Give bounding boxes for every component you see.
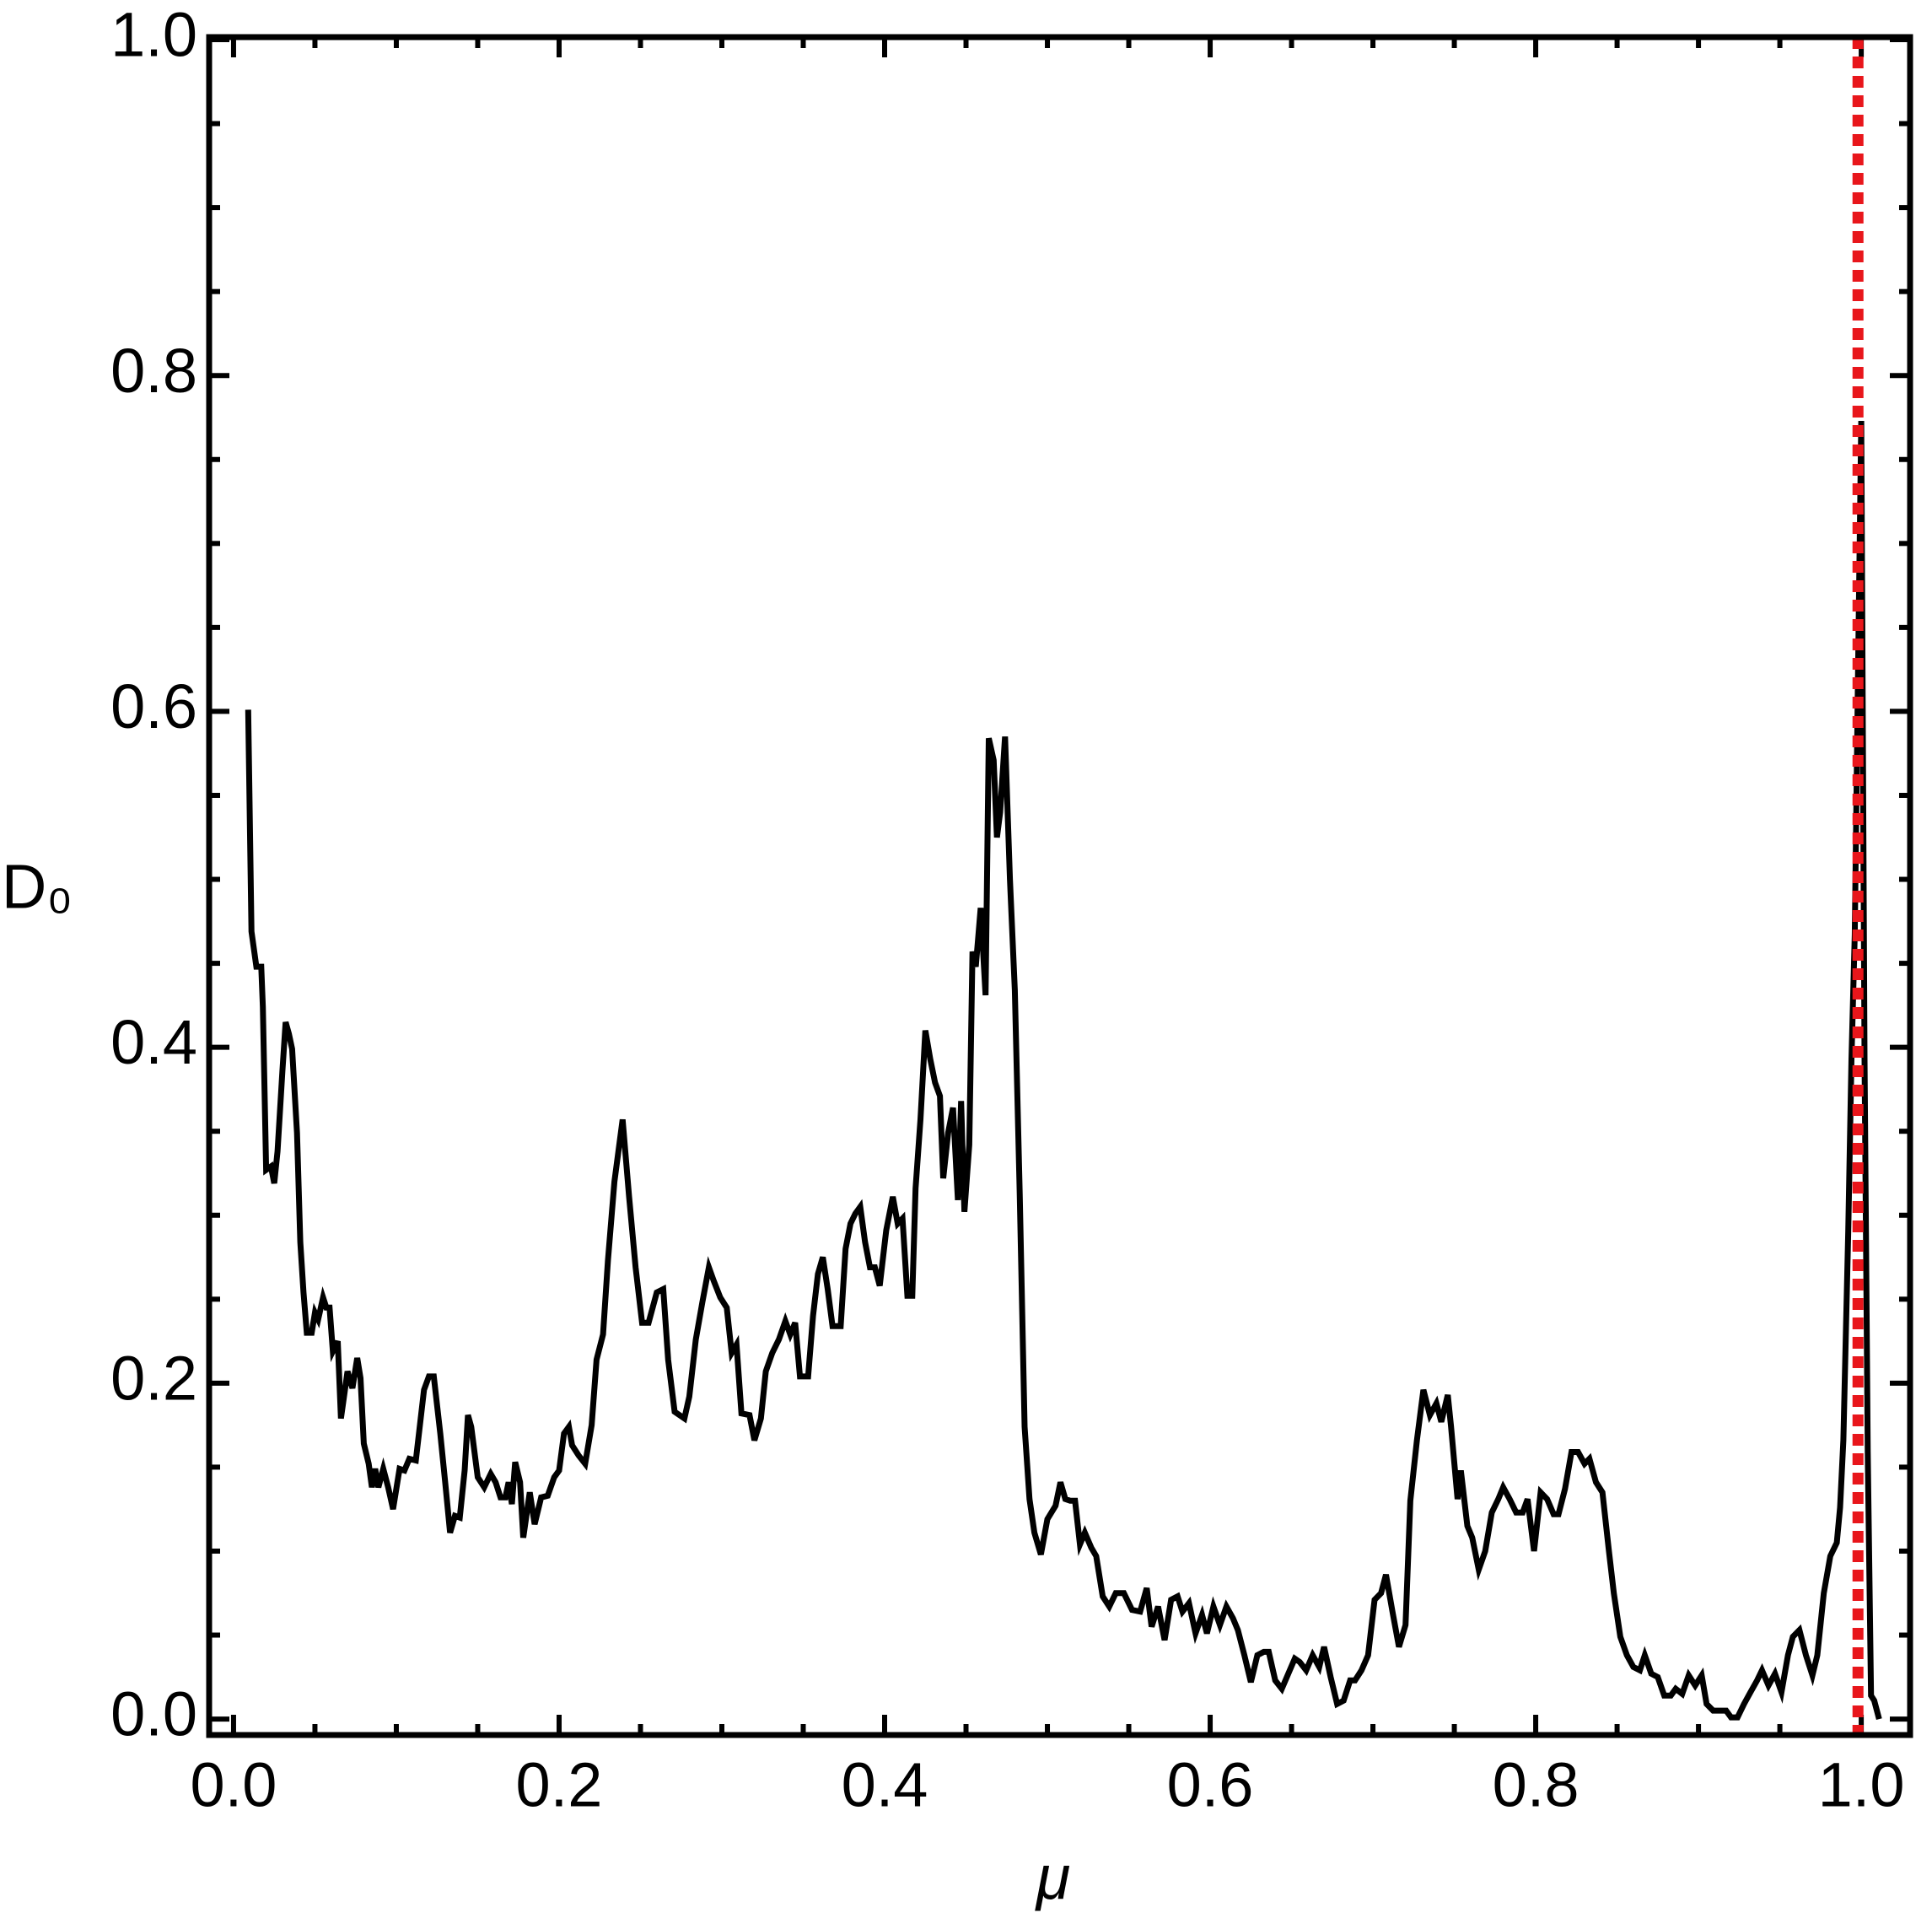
y-axis-label: D₀ <box>2 852 73 922</box>
plot-frame <box>206 34 1913 1738</box>
y-tick-label: 0.6 <box>110 671 197 741</box>
x-tick-label: 0.2 <box>516 1750 603 1820</box>
y-tick-label: 1.0 <box>110 0 197 70</box>
x-tick-label: 0.0 <box>191 1750 277 1820</box>
x-tick-label: 0.4 <box>842 1750 928 1820</box>
x-tick-label: 0.6 <box>1167 1750 1254 1820</box>
x-tick-label: 1.0 <box>1818 1750 1905 1820</box>
y-tick-label: 0.2 <box>110 1343 197 1413</box>
y-tick-label: 0.4 <box>110 1007 197 1077</box>
data-line <box>245 420 1882 1721</box>
x-axis-label: μ <box>1035 1843 1071 1913</box>
y-tick-label: 0.0 <box>110 1679 197 1749</box>
y-tick-label: 0.8 <box>110 336 197 406</box>
x-tick-label: 0.8 <box>1493 1750 1580 1820</box>
